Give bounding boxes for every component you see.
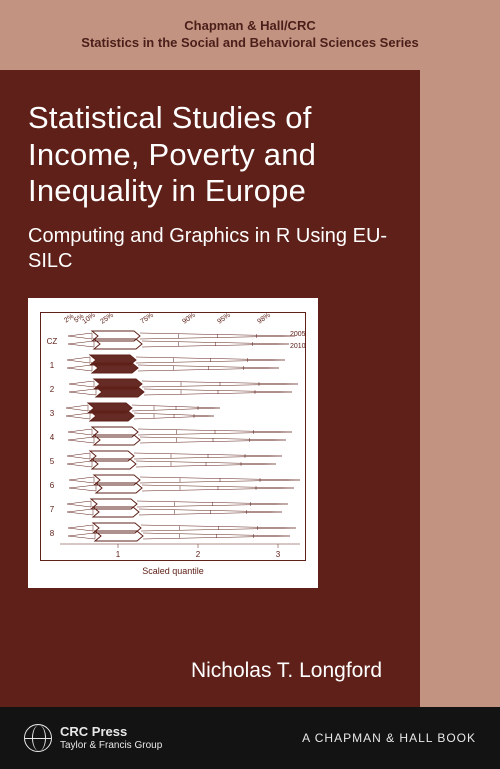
svg-text:5: 5 xyxy=(50,457,55,466)
svg-text:2005: 2005 xyxy=(290,331,306,338)
svg-text:3: 3 xyxy=(50,409,55,418)
book-subtitle: Computing and Graphics in R Using EU-SIL… xyxy=(28,224,392,274)
svg-text:4: 4 xyxy=(50,433,55,442)
book-cover: Chapman & Hall/CRC Statistics in the Soc… xyxy=(0,0,500,769)
svg-text:CZ: CZ xyxy=(47,337,58,346)
svg-text:Scaled quantile: Scaled quantile xyxy=(142,566,204,576)
svg-text:90%: 90% xyxy=(181,312,196,326)
imprint-tag: A CHAPMAN & HALL BOOK xyxy=(302,731,476,745)
svg-text:1: 1 xyxy=(50,361,55,370)
maroon-panel: Statistical Studies of Income, Poverty a… xyxy=(0,70,420,707)
svg-text:2: 2 xyxy=(50,385,55,394)
svg-text:98%: 98% xyxy=(256,312,271,326)
globe-icon xyxy=(24,724,52,752)
svg-text:95%: 95% xyxy=(216,312,231,326)
publisher-text: CRC Press Taylor & Francis Group xyxy=(60,724,162,752)
svg-text:6: 6 xyxy=(50,481,55,490)
publisher-band: CRC Press Taylor & Francis Group A CHAPM… xyxy=(0,707,500,769)
cover-chart: 2%5%10%25%75%90%95%98%20052010CZ12345678… xyxy=(28,298,318,588)
svg-text:3: 3 xyxy=(276,550,281,559)
series-line1: Chapman & Hall/CRC xyxy=(184,18,315,35)
series-band: Chapman & Hall/CRC Statistics in the Soc… xyxy=(0,0,500,70)
svg-text:8: 8 xyxy=(50,529,55,538)
author-name: Nicholas T. Longford xyxy=(28,659,392,687)
publisher-logo: CRC Press Taylor & Francis Group xyxy=(24,724,162,752)
svg-text:7: 7 xyxy=(50,505,55,514)
svg-text:10%: 10% xyxy=(81,312,96,326)
chart-svg: 2%5%10%25%75%90%95%98%20052010CZ12345678… xyxy=(40,312,306,580)
publisher-tagline: Taylor & Francis Group xyxy=(60,740,162,752)
tan-stripe xyxy=(420,70,500,707)
series-line2: Statistics in the Social and Behavioral … xyxy=(81,35,418,52)
svg-text:2010: 2010 xyxy=(290,343,306,350)
publisher-name: CRC Press xyxy=(60,724,162,740)
svg-text:75%: 75% xyxy=(139,312,154,326)
svg-text:1: 1 xyxy=(116,550,121,559)
svg-text:2: 2 xyxy=(196,550,201,559)
book-title: Statistical Studies of Income, Poverty a… xyxy=(28,100,392,210)
main-area: Statistical Studies of Income, Poverty a… xyxy=(0,70,500,707)
svg-text:25%: 25% xyxy=(99,312,114,326)
